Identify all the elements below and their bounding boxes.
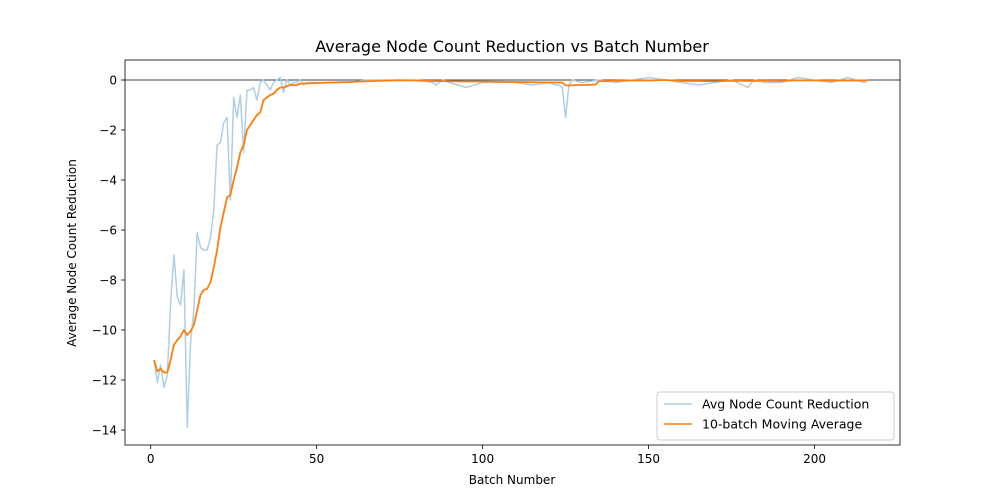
y-tick-label: −2 bbox=[99, 124, 117, 138]
y-tick-label: −12 bbox=[92, 374, 117, 388]
y-tick-label: −6 bbox=[99, 224, 117, 238]
legend-label-avg: Avg Node Count Reduction bbox=[702, 397, 869, 412]
y-tick-label: 0 bbox=[109, 74, 117, 88]
y-tick-label: −10 bbox=[92, 324, 117, 338]
x-tick-label: 0 bbox=[147, 452, 155, 466]
x-axis: 0 50 100 150 200 bbox=[147, 445, 826, 466]
y-tick-label: −8 bbox=[99, 274, 117, 288]
x-tick-label: 100 bbox=[471, 452, 494, 466]
y-axis-label: Average Node Count Reduction bbox=[65, 159, 79, 347]
x-tick-label: 200 bbox=[803, 452, 826, 466]
y-tick-label: −4 bbox=[99, 174, 117, 188]
y-tick-label: −14 bbox=[92, 424, 117, 438]
legend: Avg Node Count Reduction 10-batch Moving… bbox=[656, 391, 895, 441]
x-tick-label: 150 bbox=[637, 452, 660, 466]
series-line-moving-average bbox=[153, 79, 868, 374]
x-tick-label: 50 bbox=[309, 452, 324, 466]
chart-title: Average Node Count Reduction vs Batch Nu… bbox=[315, 37, 709, 56]
series-layer bbox=[153, 76, 869, 429]
x-axis-label: Batch Number bbox=[469, 473, 556, 487]
plot-area: 0 50 100 150 200 −14 −12 −10 −8 −6 −4 −2 0 bbox=[92, 59, 901, 466]
axes-frame bbox=[124, 59, 901, 446]
legend-label-moving-average: 10-batch Moving Average bbox=[702, 417, 862, 432]
legend-box bbox=[656, 391, 895, 441]
y-axis: −14 −12 −10 −8 −6 −4 −2 0 bbox=[92, 74, 125, 438]
